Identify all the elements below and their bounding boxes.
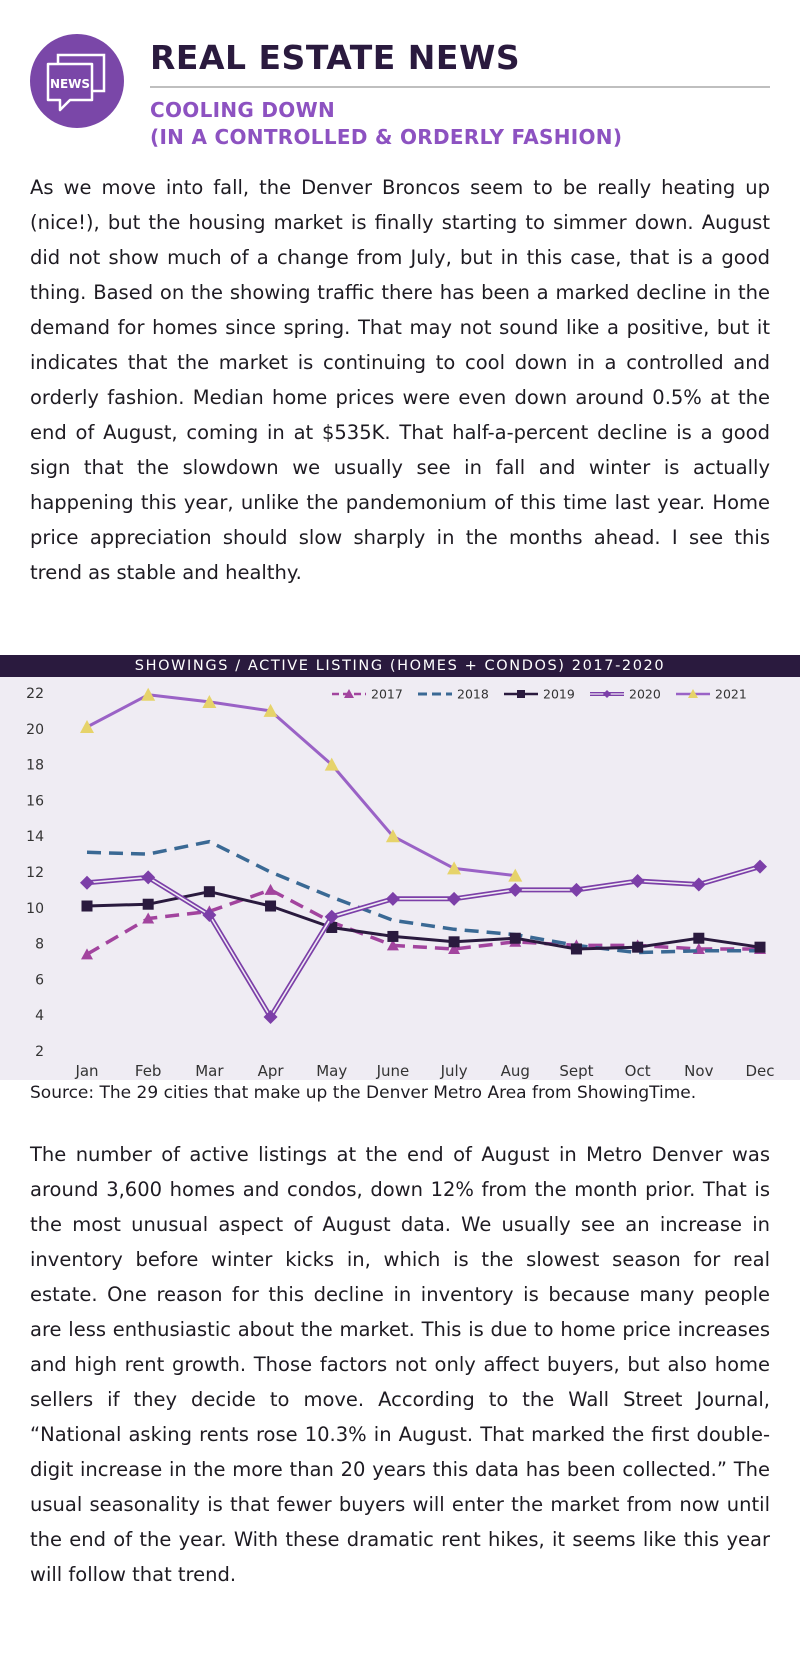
news-speech-bubble-icon: NEWS	[30, 34, 124, 128]
chart-source-note: Source: The 29 cities that make up the D…	[30, 1083, 697, 1103]
x-tick-label: Nov	[684, 1062, 713, 1080]
y-tick-label: 20	[26, 722, 44, 738]
x-tick-label: Sept	[559, 1062, 593, 1080]
series-2019-point	[754, 941, 766, 953]
x-tick-label: Dec	[745, 1062, 774, 1080]
y-tick-label: 10	[26, 901, 44, 917]
series-2019-point	[142, 898, 154, 910]
legend-2020-label: 2020	[629, 687, 661, 702]
article-paragraph-1: As we move into fall, the Denver Broncos…	[30, 176, 770, 584]
series-2021-point	[80, 720, 94, 734]
series-2020-point	[691, 877, 706, 892]
series-2017-line	[86, 888, 760, 956]
series-2020-point	[753, 859, 767, 874]
x-tick-label: Jan	[74, 1062, 98, 1080]
series-2019-point	[81, 900, 93, 912]
legend-2021-label: 2021	[715, 687, 747, 702]
legend-2019-label: 2019	[543, 687, 575, 702]
y-tick-label: 18	[26, 758, 44, 774]
x-tick-label: July	[440, 1062, 468, 1080]
subtitle-line-2: (IN A CONTROLLED & ORDERLY FASHION)	[150, 125, 623, 149]
article-subtitle: COOLING DOWN (IN A CONTROLLED & ORDERLY …	[150, 97, 622, 151]
page-title: REAL ESTATE NEWS	[150, 38, 521, 77]
x-tick-label: Aug	[501, 1062, 530, 1080]
x-tick-label: Apr	[258, 1062, 285, 1080]
series-2020-point	[630, 873, 645, 888]
series-2019-point	[387, 930, 399, 942]
series-2020-point	[202, 907, 217, 922]
legend-2017-marker	[344, 689, 354, 698]
series-2019-point	[448, 936, 460, 948]
x-tick-label: Mar	[195, 1062, 224, 1080]
series-2019-point	[326, 921, 338, 933]
series-2019-point	[570, 943, 582, 955]
series-2021-point	[508, 868, 523, 882]
series-2020-point	[324, 909, 339, 924]
y-tick-label: 12	[26, 865, 44, 881]
header: NEWS REAL ESTATE NEWS COOLING DOWN (IN A…	[30, 30, 770, 160]
series-2020-point	[385, 891, 400, 906]
news-icon-label: NEWS	[50, 77, 90, 91]
series-2020-point	[447, 891, 462, 906]
x-tick-label: Oct	[625, 1062, 651, 1080]
series-2020-point	[569, 882, 584, 897]
series-2020-point	[80, 875, 94, 890]
legend-2018-label: 2018	[457, 687, 489, 702]
legend-2021-marker	[688, 689, 698, 698]
series-2019-point	[693, 932, 705, 944]
series-2021-point	[202, 694, 217, 708]
chart-svg: 2 4 6 8 10 12 14 16 18 20 22 Jan Feb Mar Apr May June Jul…	[26, 686, 774, 1080]
series-2019-point	[632, 941, 644, 953]
y-tick-label: 22	[26, 686, 44, 702]
y-tick-label: 14	[26, 829, 44, 845]
series-2021-point	[141, 687, 156, 701]
y-tick-label: 8	[35, 937, 44, 953]
series-2019-point	[265, 900, 277, 912]
series-2020-point	[141, 870, 156, 885]
subtitle-line-1: COOLING DOWN	[150, 98, 335, 122]
y-tick-label: 2	[35, 1044, 44, 1060]
series-2020-point	[263, 1009, 278, 1024]
series-2020-line	[86, 864, 761, 1020]
series-2019-line	[86, 890, 761, 951]
showings-line-chart: 2 4 6 8 10 12 14 16 18 20 22 Jan Feb Mar Apr May June Jul…	[0, 677, 800, 1080]
series-2017-point	[448, 942, 461, 954]
series-2021-point	[385, 829, 400, 843]
y-tick-label: 6	[35, 972, 44, 988]
series-2021-line	[86, 693, 516, 878]
x-tick-label: June	[376, 1062, 410, 1080]
chart-title: SHOWINGS / ACTIVE LISTING (HOMES + CONDO…	[0, 655, 800, 677]
series-2017-point	[386, 939, 399, 951]
y-tick-label: 16	[26, 793, 44, 809]
series-2019-point	[509, 932, 521, 944]
series-2017-point	[142, 912, 155, 924]
legend-2019-marker	[517, 690, 525, 698]
legend-2017-label: 2017	[371, 687, 403, 702]
article-paragraph-2: The number of active listings at the end…	[30, 1143, 770, 1586]
series-2017-point	[264, 883, 277, 895]
series-2020-point	[508, 882, 523, 897]
series-2021-point	[324, 757, 339, 771]
x-tick-label: Feb	[135, 1062, 162, 1080]
title-divider	[150, 86, 770, 88]
series-2017-point	[81, 948, 93, 960]
series-2021-point	[447, 861, 462, 875]
series-2019-point	[203, 886, 215, 898]
series-2018-line	[86, 839, 760, 955]
x-tick-label: May	[316, 1062, 347, 1080]
series-2021-point	[263, 703, 278, 717]
legend-2020-marker	[603, 690, 611, 698]
series-2020-line-inner	[86, 865, 761, 1018]
y-tick-label: 4	[35, 1008, 44, 1024]
